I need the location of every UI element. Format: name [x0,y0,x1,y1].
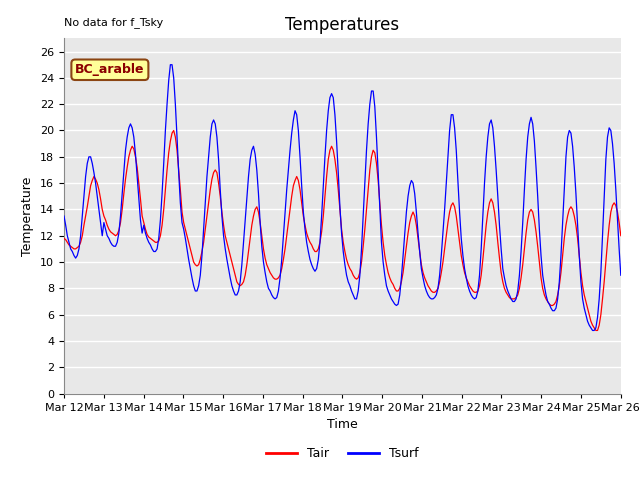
Tair [517,275,525,281]
Tsurf [185,256,193,262]
Title: Temperatures: Temperatures [285,16,399,34]
Tsurf [67,246,74,252]
Tsurf [589,327,596,333]
Text: BC_arable: BC_arable [75,63,145,76]
Tsurf [517,249,525,254]
Tair [374,178,382,183]
Tair [228,259,236,265]
Legend: Tair, Tsurf: Tair, Tsurf [261,443,424,466]
Line: Tair: Tair [64,131,621,330]
Tsurf [166,62,174,68]
Tsurf [228,283,236,288]
Tsurf [617,272,625,278]
X-axis label: Time: Time [327,418,358,431]
Text: No data for f_Tsky: No data for f_Tsky [64,17,163,28]
Tair [592,327,600,333]
Tair [67,243,74,249]
Tair [185,240,193,245]
Tair [170,128,177,133]
Tair [524,217,532,223]
Tsurf [524,134,532,140]
Y-axis label: Temperature: Temperature [22,176,35,256]
Tsurf [60,213,68,219]
Line: Tsurf: Tsurf [64,65,621,330]
Tsurf [374,170,382,176]
Tair [617,233,625,239]
Tair [60,236,68,241]
